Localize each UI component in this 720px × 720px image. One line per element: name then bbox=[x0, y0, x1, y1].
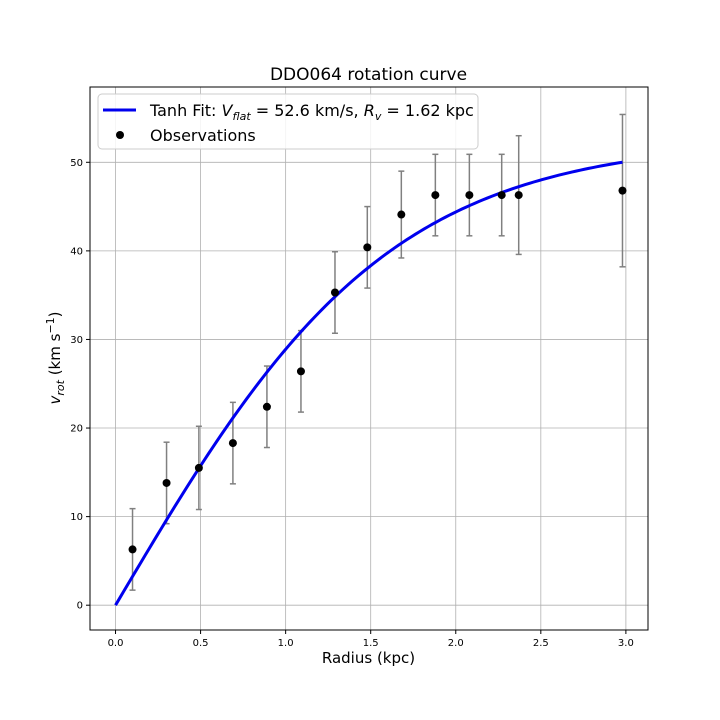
observation-point bbox=[618, 186, 627, 195]
observation-point bbox=[330, 288, 339, 297]
y-axis: 0 10 20 30 40 50 bbox=[70, 158, 90, 612]
observation-point bbox=[465, 191, 474, 200]
x-tick-label: 0.0 bbox=[108, 638, 124, 649]
x-tick-label: 1.0 bbox=[278, 638, 294, 649]
chart-title: DDO064 rotation curve bbox=[270, 65, 467, 85]
legend: Tanh Fit: Vflat = 52.6 km/s, Rv = 1.62 k… bbox=[97, 93, 479, 150]
x-tick-label: 0.5 bbox=[193, 638, 209, 649]
legend-marker-observations bbox=[116, 131, 124, 139]
x-axis: 0.0 0.5 1.0 1.5 2.0 2.5 3.0 bbox=[108, 630, 634, 649]
x-axis-label: Radius (kpc) bbox=[322, 649, 415, 667]
observation-point bbox=[228, 439, 237, 448]
observation-point bbox=[497, 191, 506, 200]
error-bars bbox=[129, 113, 626, 591]
y-tick-label: 30 bbox=[70, 335, 83, 346]
observation-point bbox=[162, 478, 171, 487]
legend-label-tanh-fit: Tanh Fit: Vflat = 52.6 km/s, Rv = 1.62 k… bbox=[149, 101, 474, 123]
observation-point bbox=[262, 402, 271, 411]
plot-area bbox=[89, 86, 649, 631]
observation-point bbox=[194, 463, 203, 472]
observation-point bbox=[296, 367, 305, 376]
y-tick-label: 0 bbox=[77, 601, 83, 612]
x-tick-label: 3.0 bbox=[618, 638, 634, 649]
x-tick-label: 1.5 bbox=[363, 638, 379, 649]
y-tick-label: 50 bbox=[70, 158, 83, 169]
observation-point bbox=[514, 191, 523, 200]
observation-point bbox=[363, 243, 372, 252]
grid bbox=[90, 87, 648, 630]
y-tick-label: 40 bbox=[70, 246, 83, 257]
y-tick-label: 10 bbox=[70, 512, 83, 523]
y-tick-label: 20 bbox=[70, 424, 83, 435]
y-axis-label: vrot (km s−1) bbox=[44, 311, 67, 404]
observation-point bbox=[431, 191, 440, 200]
observation-point bbox=[128, 545, 137, 554]
x-tick-label: 2.0 bbox=[448, 638, 464, 649]
observation-point bbox=[397, 210, 406, 219]
observation-points bbox=[128, 186, 627, 554]
series-line-tanh-fit bbox=[114, 160, 623, 606]
x-tick-label: 2.5 bbox=[533, 638, 549, 649]
legend-box bbox=[97, 93, 479, 150]
legend-label-observations: Observations bbox=[150, 126, 256, 145]
